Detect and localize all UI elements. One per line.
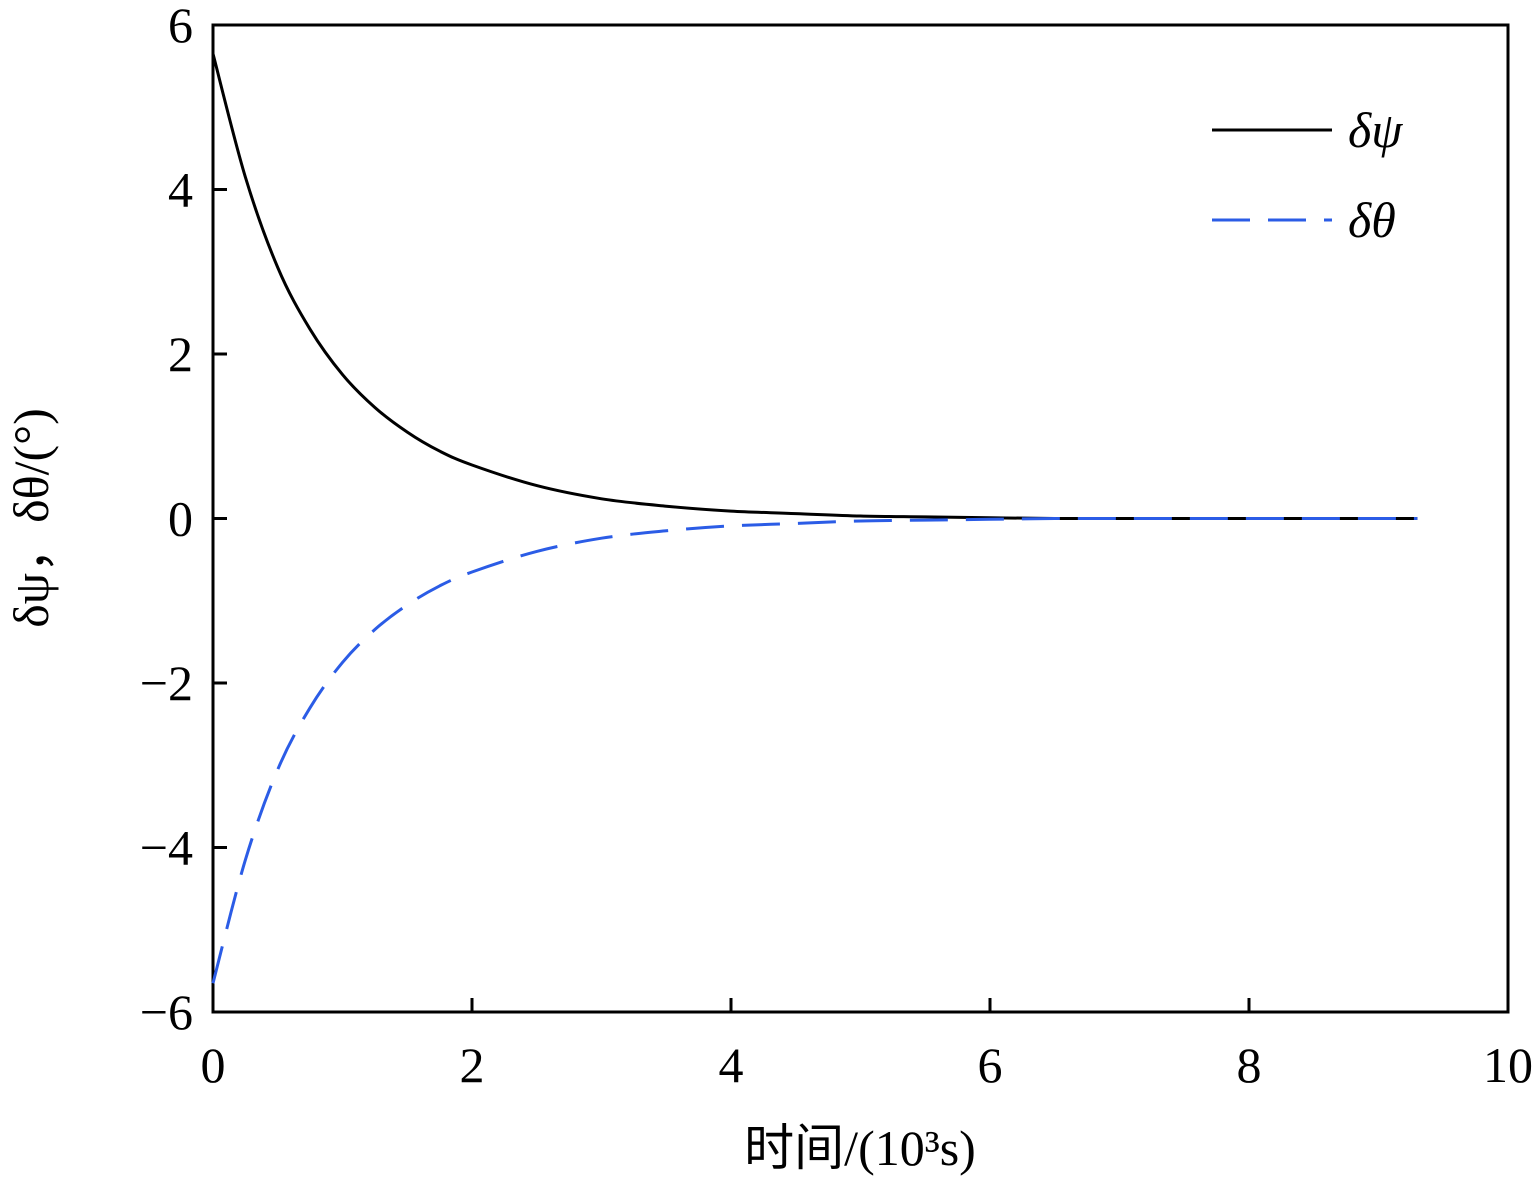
legend: δψ δθ: [1212, 102, 1403, 248]
series-line-1: [211, 53, 1418, 521]
y-tick-label: 4: [168, 162, 193, 218]
ticks-layer: 0 2 4 6 8 10 −6 −4 −2 0 2 4 6: [140, 0, 1533, 1093]
series-line-2: [211, 516, 1418, 984]
y-tick-label: 6: [168, 0, 193, 53]
y-tick-label: −6: [140, 984, 193, 1040]
legend-label: δψ: [1348, 102, 1403, 158]
x-tick-label: 4: [719, 1037, 744, 1093]
y-tick-label: −2: [140, 655, 193, 711]
x-tick-label: 6: [978, 1037, 1003, 1093]
y-tick-label: 2: [168, 326, 193, 382]
y-axis-label: δψ，δθ/(°): [3, 408, 59, 628]
series-layer: [211, 53, 1418, 984]
x-axis-label: 时间/(10³s): [744, 1120, 976, 1176]
x-tick-label: 2: [460, 1037, 485, 1093]
y-tick-label: −4: [140, 820, 193, 876]
x-tick-label: 10: [1483, 1037, 1533, 1093]
legend-label: δθ: [1348, 192, 1396, 248]
x-tick-label: 8: [1237, 1037, 1262, 1093]
y-tick-label: 0: [168, 491, 193, 547]
x-tick-label: 0: [201, 1037, 226, 1093]
